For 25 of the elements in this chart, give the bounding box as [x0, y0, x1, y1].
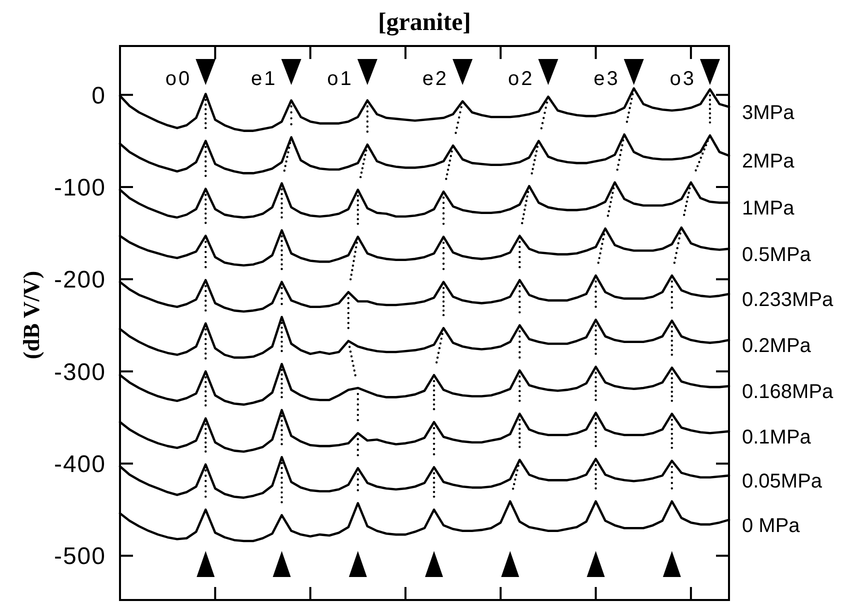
y-tick-label: -200 — [54, 266, 106, 294]
y-tick-label: -500 — [54, 543, 106, 570]
series-label: 0.5MPa — [742, 244, 812, 266]
annotation: o3 — [670, 68, 696, 90]
series-label: 0.1MPa — [742, 426, 812, 448]
y-tick-label: 0 — [92, 82, 106, 110]
series-label: 0.2MPa — [742, 335, 812, 358]
annotation: e1 — [251, 68, 278, 90]
y-tick-label: -100 — [54, 174, 106, 202]
annotation: o1 — [327, 68, 354, 90]
legend-label: 0.05MPa — [742, 470, 823, 493]
annotation: o2 — [508, 68, 534, 90]
series-label: 2MPa — [742, 150, 796, 173]
y-tick-label: -400 — [54, 450, 106, 478]
y-axis-title: (dB V/V) — [19, 270, 44, 360]
legend-label: 0.233MPa — [742, 288, 834, 311]
legend-label: 3MPa — [742, 102, 796, 124]
legend-label: 0.168MPa — [742, 381, 834, 404]
chart-title: [granite] — [378, 9, 472, 36]
y-tick-label: -300 — [54, 358, 106, 386]
annotation: e3 — [594, 68, 620, 90]
annotation: o0 — [165, 68, 192, 90]
series-label: 0 MPa — [742, 514, 801, 537]
annotation: e2 — [422, 68, 449, 90]
legend-label: 1MPa — [742, 198, 796, 220]
